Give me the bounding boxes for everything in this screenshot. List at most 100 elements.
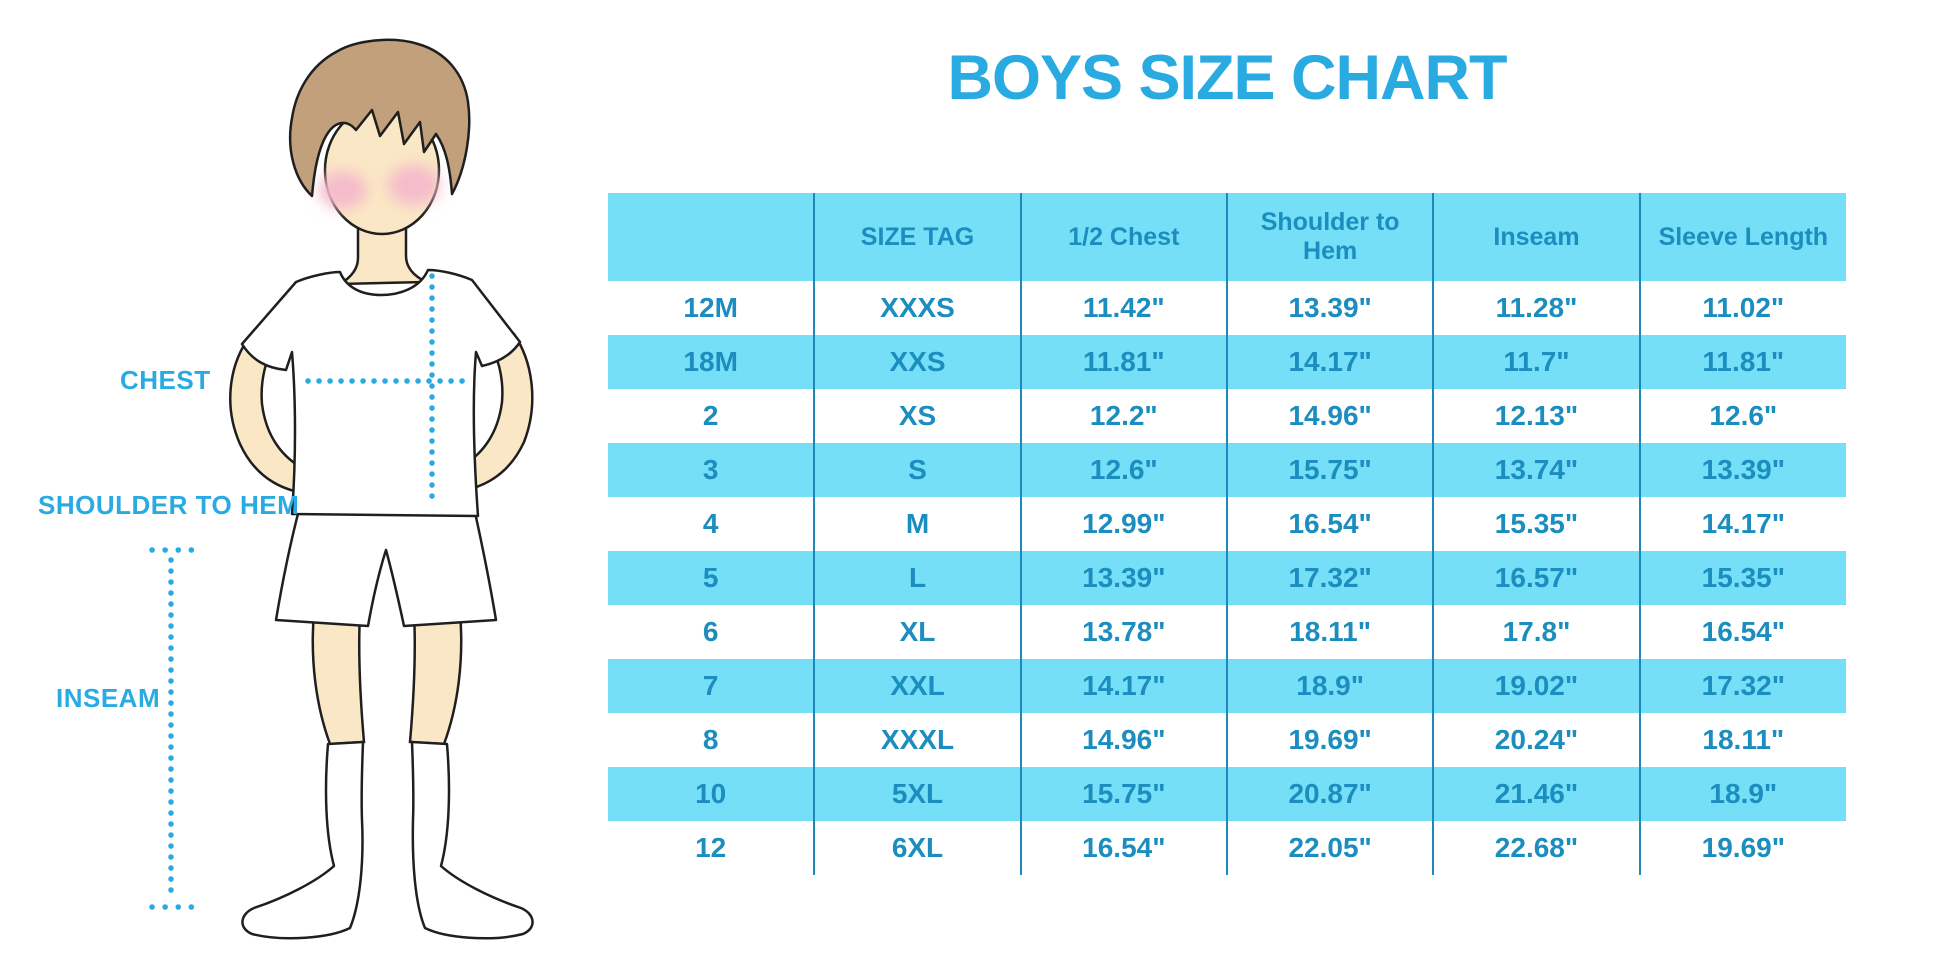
boy-blush-left bbox=[319, 171, 367, 209]
boy-blush-right bbox=[388, 165, 440, 205]
boy-hair bbox=[288, 38, 471, 198]
chest-label: CHEST bbox=[120, 365, 211, 395]
measurement-cell: 18.9" bbox=[1225, 659, 1434, 713]
column-header: Sleeve Length bbox=[1638, 193, 1846, 281]
measurement-cell: 12.6" bbox=[1638, 389, 1846, 443]
measurement-cell: XXXS bbox=[813, 281, 1021, 335]
boy-leg-right bbox=[408, 610, 463, 746]
column-header: Shoulder to Hem bbox=[1225, 193, 1434, 281]
measurement-cell: M bbox=[813, 497, 1021, 551]
measurement-cell: 13.39" bbox=[1225, 281, 1434, 335]
size-label-cell: 12 bbox=[608, 821, 815, 875]
measurement-cell: 22.68" bbox=[1432, 821, 1640, 875]
size-table: SIZE TAG 1/2 Chest Shoulder to Hem Inseam Sl… bbox=[608, 193, 1846, 875]
table-row: 7 XXL 14.17" 18.9" 19.02" 17.32" bbox=[608, 659, 1846, 713]
measurement-cell: XXL bbox=[813, 659, 1021, 713]
table-row: 3 S 12.6" 15.75" 13.74" 13.39" bbox=[608, 443, 1846, 497]
measurement-cell: 21.46" bbox=[1432, 767, 1640, 821]
page-title: BOYS SIZE CHART bbox=[947, 43, 1507, 113]
column-header: 1/2 Chest bbox=[1019, 193, 1227, 281]
measurement-cell: 20.87" bbox=[1225, 767, 1434, 821]
measurement-cell: 18.11" bbox=[1225, 605, 1434, 659]
boy-leg-left bbox=[311, 610, 366, 746]
table-row: 10 5XL 15.75" 20.87" 21.46" 18.9" bbox=[608, 767, 1846, 821]
measurement-cell: 17.8" bbox=[1432, 605, 1640, 659]
measurement-cell: 14.96" bbox=[1225, 389, 1434, 443]
measurement-cell: 11.81" bbox=[1638, 335, 1846, 389]
header-row: SIZE TAG 1/2 Chest Shoulder to Hem Inseam Sl… bbox=[608, 193, 1846, 281]
measurement-cell: 11.81" bbox=[1019, 335, 1227, 389]
size-table-body: 12M XXXS 11.42" 13.39" 11.28" 11.02" 18M XXS 11.… bbox=[608, 281, 1846, 875]
measurement-cell: 14.17" bbox=[1638, 497, 1846, 551]
boy-illustration bbox=[149, 38, 534, 940]
table-row: 12 6XL 16.54" 22.05" 22.68" 19.69" bbox=[608, 821, 1846, 875]
measurement-cell: 18.11" bbox=[1638, 713, 1846, 767]
measurement-cell: 19.02" bbox=[1432, 659, 1640, 713]
measurement-cell: 17.32" bbox=[1225, 551, 1434, 605]
boy-shorts bbox=[274, 504, 498, 628]
measurement-cell: 12.6" bbox=[1019, 443, 1227, 497]
measurement-cell: 13.39" bbox=[1638, 443, 1846, 497]
measurement-cell: XXS bbox=[813, 335, 1021, 389]
measurement-cell: 13.39" bbox=[1019, 551, 1227, 605]
size-label-cell: 6 bbox=[608, 605, 815, 659]
size-table-header: SIZE TAG 1/2 Chest Shoulder to Hem Inseam Sl… bbox=[608, 193, 1846, 281]
measurement-cell: 12.13" bbox=[1432, 389, 1640, 443]
measurement-cell: XL bbox=[813, 605, 1021, 659]
measurement-cell: 11.42" bbox=[1019, 281, 1227, 335]
boy-sock-right bbox=[410, 740, 534, 940]
measurement-cell: 15.35" bbox=[1432, 497, 1640, 551]
measurement-cell: 17.32" bbox=[1638, 659, 1846, 713]
size-label-cell: 2 bbox=[608, 389, 815, 443]
table-row: 4 M 12.99" 16.54" 15.35" 14.17" bbox=[608, 497, 1846, 551]
measurement-cell: 16.54" bbox=[1225, 497, 1434, 551]
size-label-cell: 18M bbox=[608, 335, 815, 389]
table-row: 6 XL 13.78" 18.11" 17.8" 16.54" bbox=[608, 605, 1846, 659]
size-label-cell: 8 bbox=[608, 713, 815, 767]
measurement-cell: 20.24" bbox=[1432, 713, 1640, 767]
measurement-cell: 15.35" bbox=[1638, 551, 1846, 605]
measurement-cell: 12.99" bbox=[1019, 497, 1227, 551]
measurement-cell: 15.75" bbox=[1019, 767, 1227, 821]
measurement-cell: 11.28" bbox=[1432, 281, 1640, 335]
column-header: SIZE TAG bbox=[813, 193, 1021, 281]
measurement-cell: 11.02" bbox=[1638, 281, 1846, 335]
measurement-cell: 14.17" bbox=[1225, 335, 1434, 389]
measurement-cell: 5XL bbox=[813, 767, 1021, 821]
measurement-cell: 12.2" bbox=[1019, 389, 1227, 443]
size-label-cell: 5 bbox=[608, 551, 815, 605]
table-row: 5 L 13.39" 17.32" 16.57" 15.35" bbox=[608, 551, 1846, 605]
size-label-cell: 4 bbox=[608, 497, 815, 551]
measurement-cell: 14.96" bbox=[1019, 713, 1227, 767]
table-row: 18M XXS 11.81" 14.17" 11.7" 11.81" bbox=[608, 335, 1846, 389]
measurement-cell: 22.05" bbox=[1225, 821, 1434, 875]
measurement-cell: 16.57" bbox=[1432, 551, 1640, 605]
size-label-cell: 3 bbox=[608, 443, 815, 497]
measurement-cell: 14.17" bbox=[1019, 659, 1227, 713]
boy-shirt bbox=[240, 268, 522, 518]
size-label-cell: 10 bbox=[608, 767, 815, 821]
measurement-cell: XXXL bbox=[813, 713, 1021, 767]
measurement-cell: 15.75" bbox=[1225, 443, 1434, 497]
shoulder-to-hem-label: SHOULDER TO HEM bbox=[38, 490, 300, 520]
table-row: 12M XXXS 11.42" 13.39" 11.28" 11.02" bbox=[608, 281, 1846, 335]
measurement-cell: L bbox=[813, 551, 1021, 605]
measurement-cell: 16.54" bbox=[1019, 821, 1227, 875]
measurement-cell: S bbox=[813, 443, 1021, 497]
inseam-label: INSEAM bbox=[56, 683, 161, 713]
size-label-cell: 7 bbox=[608, 659, 815, 713]
measurement-cell: 16.54" bbox=[1638, 605, 1846, 659]
measurement-cell: 11.7" bbox=[1432, 335, 1640, 389]
measurement-cell: 19.69" bbox=[1225, 713, 1434, 767]
measurement-cell: 13.74" bbox=[1432, 443, 1640, 497]
boy-sock-left bbox=[241, 740, 365, 940]
column-header bbox=[608, 193, 815, 281]
size-label-cell: 12M bbox=[608, 281, 815, 335]
measurement-cell: 18.9" bbox=[1638, 767, 1846, 821]
table-row: 2 XS 12.2" 14.96" 12.13" 12.6" bbox=[608, 389, 1846, 443]
measurement-cell: XS bbox=[813, 389, 1021, 443]
table-row: 8 XXXL 14.96" 19.69" 20.24" 18.11" bbox=[608, 713, 1846, 767]
column-header: Inseam bbox=[1432, 193, 1640, 281]
measurement-cell: 19.69" bbox=[1638, 821, 1846, 875]
